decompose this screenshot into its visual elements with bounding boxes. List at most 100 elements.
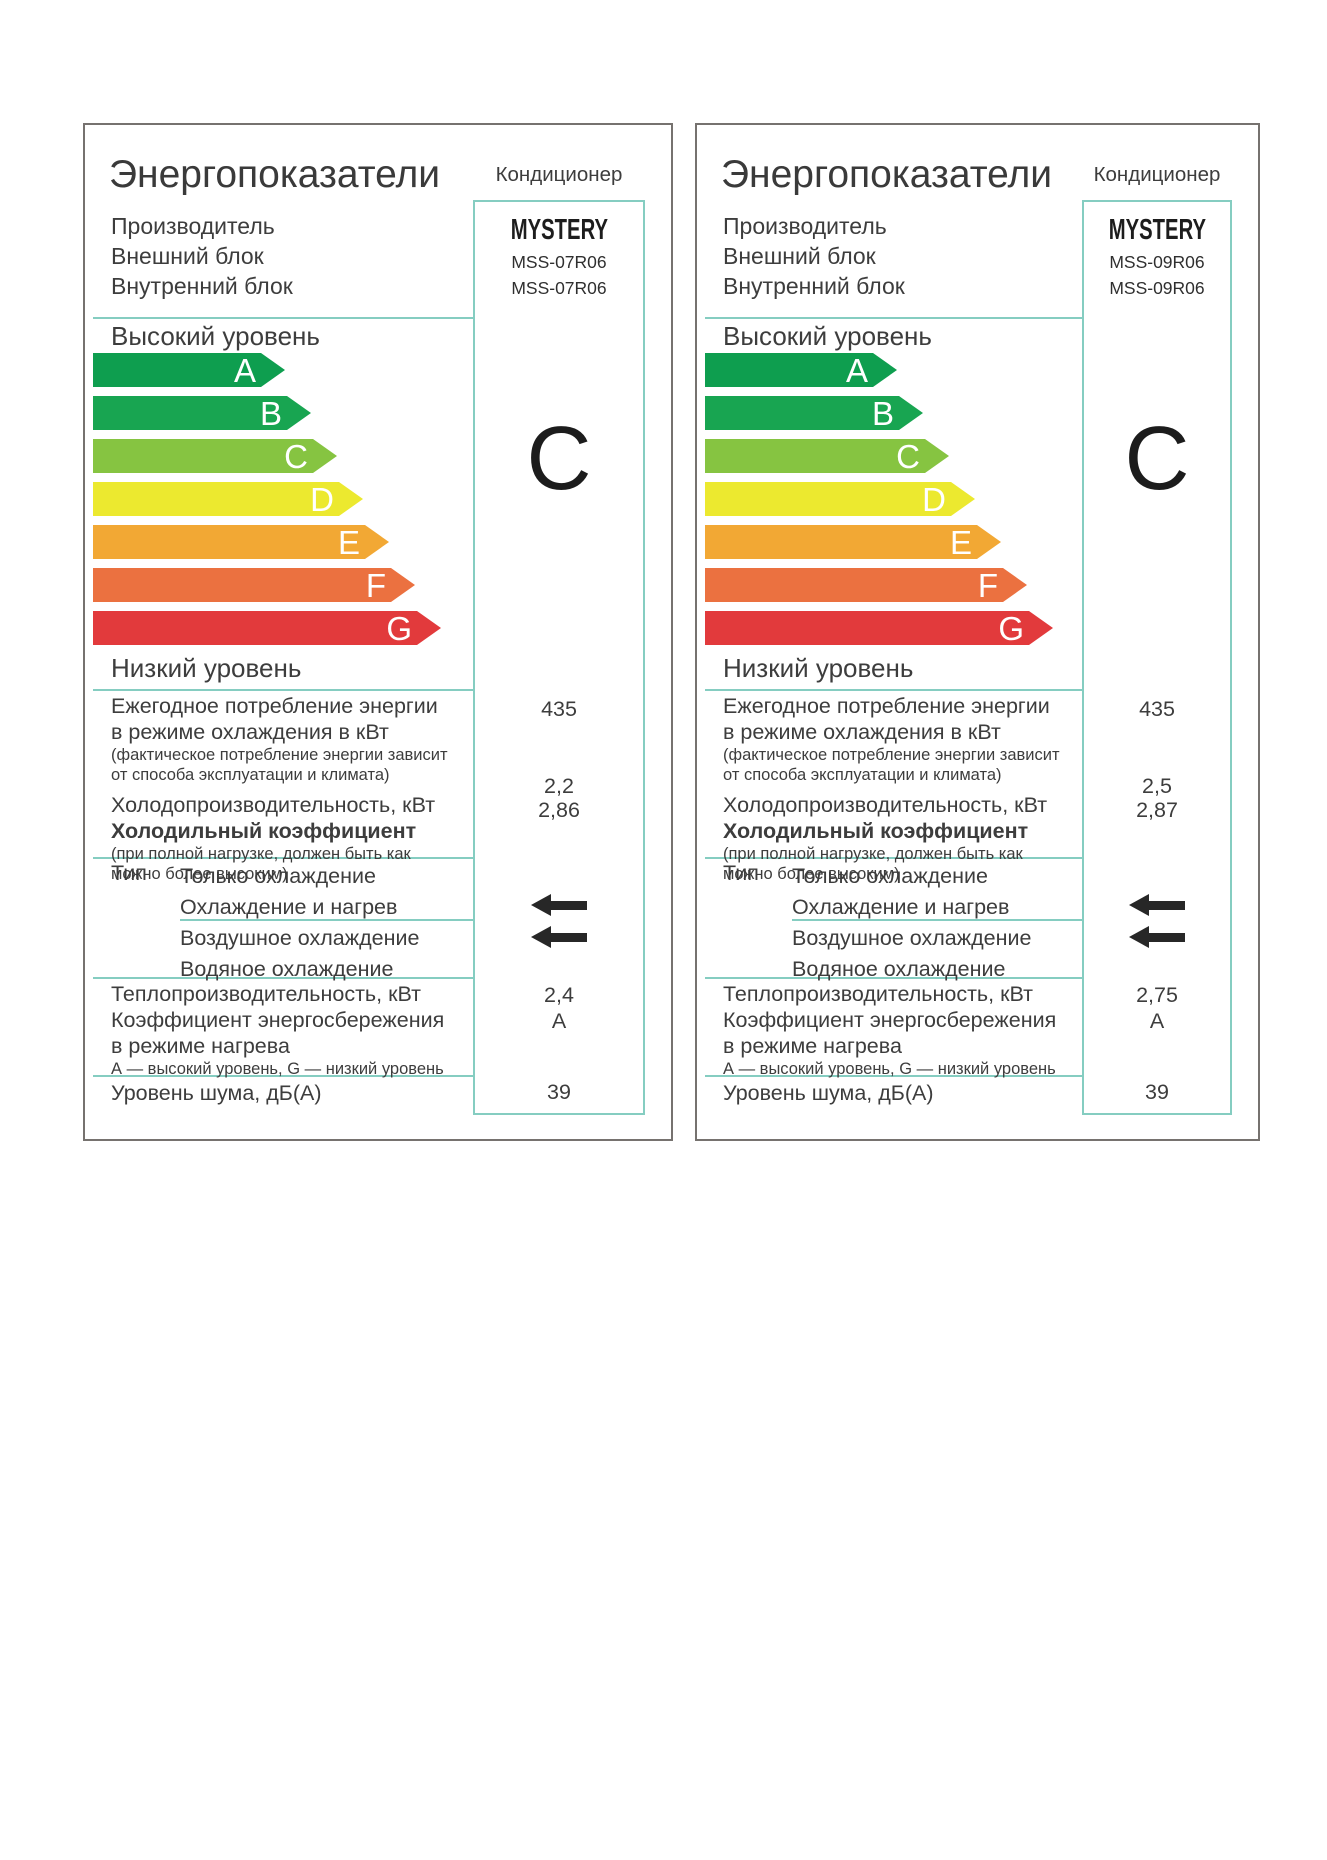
- eer-label: Холодильный коэффициент: [723, 819, 1029, 843]
- class-letter: B: [871, 394, 894, 432]
- outdoor-unit-label: Внешний блок: [723, 243, 876, 269]
- type-water-cooling: Водяное охлаждение: [792, 957, 1006, 981]
- type-cooling-heating: Охлаждение и нагрев: [180, 895, 398, 919]
- indoor-model: MSS-07R06: [511, 278, 607, 298]
- manufacturer-label: Производитель: [723, 213, 887, 239]
- energy-class-rating: C: [526, 409, 592, 509]
- eer-value: 2,86: [538, 798, 580, 822]
- noise-value: 39: [547, 1080, 571, 1104]
- arrow-tip-icon: [899, 396, 923, 430]
- left-arrow-icon: [531, 894, 587, 916]
- class-arrow-d: D: [705, 482, 1053, 516]
- value-column: MYSTERY MSS-07R06 MSS-07R06 C 435 2,2 2,…: [473, 200, 645, 1115]
- class-letter: C: [896, 437, 920, 475]
- left-arrow-icon: [531, 926, 587, 948]
- class-letter: D: [310, 480, 334, 518]
- heating-capacity-value: 2,75: [1136, 983, 1178, 1007]
- indoor-unit-label: Внутренний блок: [723, 273, 905, 299]
- annual-consumption-note: (фактическое потребление энергии зависит: [111, 746, 448, 764]
- consumption-section: Ежегодное потребление энергии в режиме о…: [723, 693, 1098, 884]
- eer-value: 2,87: [1136, 798, 1178, 822]
- type-options: Только охлаждение Охлаждение и нагрев: [792, 861, 1009, 923]
- annual-consumption-label: Ежегодное потребление энергии: [723, 694, 1050, 718]
- arrow-tip-icon: [1003, 568, 1027, 602]
- high-level-label: Высокий уровень: [723, 321, 932, 351]
- class-arrow-g: G: [705, 611, 1053, 645]
- manufacturer-label: Производитель: [111, 213, 275, 239]
- arrow-tip-icon: [339, 482, 363, 516]
- class-arrow-b: B: [93, 396, 441, 430]
- divider: [93, 689, 645, 691]
- cooling-capacity-label: Холодопроизводительность, кВт: [723, 793, 1048, 817]
- class-letter: C: [284, 437, 308, 475]
- brand-logo: MYSTERY: [1108, 212, 1206, 246]
- type-cooling-only: Только охлаждение: [180, 864, 376, 888]
- class-letter: E: [337, 523, 360, 561]
- heating-efficiency-note: А — высокий уровень, G — низкий уровень: [723, 1060, 1056, 1078]
- heating-capacity-value: 2,4: [544, 983, 574, 1007]
- eer-label: Холодильный коэффициент: [111, 819, 417, 843]
- class-arrow-f: F: [93, 568, 441, 602]
- class-letter: A: [845, 351, 868, 389]
- energy-class-rating: C: [1124, 409, 1190, 509]
- noise-label: Уровень шума, дБ(А): [111, 1081, 322, 1105]
- annual-consumption-value: 435: [541, 697, 577, 721]
- divider: [705, 317, 1232, 319]
- type-options: Воздушное охлаждение Водяное охлаждение: [792, 923, 1031, 985]
- divider: [705, 1075, 1232, 1077]
- class-arrow-b: B: [705, 396, 1053, 430]
- outdoor-model: MSS-09R06: [1109, 252, 1205, 272]
- class-letter: F: [977, 566, 998, 604]
- noise-value: 39: [1145, 1080, 1169, 1104]
- type-label: Тип: [723, 861, 759, 885]
- model-numbers: MSS-07R06 MSS-07R06: [475, 249, 643, 301]
- heating-efficiency-label: в режиме нагрева: [723, 1034, 902, 1058]
- efficiency-scale: A B C D E F G: [93, 353, 441, 654]
- cooling-capacity-label: Холодопроизводительность, кВт: [111, 793, 436, 817]
- energy-label-mss-09r06: Энергопоказатели Производитель Внешний б…: [695, 123, 1260, 1141]
- arrow-tip-icon: [261, 353, 285, 387]
- class-letter: B: [259, 394, 282, 432]
- brand-logo: MYSTERY: [510, 212, 608, 246]
- arrow-tip-icon: [925, 439, 949, 473]
- outdoor-model: MSS-07R06: [511, 252, 607, 272]
- divider: [93, 857, 645, 859]
- class-arrow-e: E: [93, 525, 441, 559]
- class-arrow-f: F: [705, 568, 1053, 602]
- heating-class-value: A: [1149, 1009, 1165, 1033]
- class-arrow-d: D: [93, 482, 441, 516]
- arrow-tip-icon: [287, 396, 311, 430]
- label-title: Энергопоказатели: [109, 153, 441, 196]
- divider: [705, 977, 1232, 979]
- divider: [93, 977, 645, 979]
- class-letter: E: [949, 523, 972, 561]
- heating-efficiency-label: в режиме нагрева: [111, 1034, 290, 1058]
- divider: [792, 919, 1232, 921]
- arrow-tip-icon: [977, 525, 1001, 559]
- type-cooling-only: Только охлаждение: [792, 864, 988, 888]
- class-arrow-a: A: [705, 353, 1053, 387]
- type-air-cooling: Воздушное охлаждение: [180, 926, 420, 950]
- eer-note: можно более высоким): [723, 865, 900, 883]
- divider: [93, 1075, 645, 1077]
- energy-label-mss-07r06: Энергопоказатели Производитель Внешний б…: [83, 123, 673, 1141]
- type-water-cooling: Водяное охлаждение: [180, 957, 394, 981]
- annual-consumption-value: 435: [1139, 697, 1175, 721]
- class-arrow-g: G: [93, 611, 441, 645]
- indoor-unit-label: Внутренний блок: [111, 273, 293, 299]
- divider: [180, 919, 645, 921]
- cooling-capacity-value: 2,5: [1142, 774, 1172, 798]
- header-field-names: Производитель Внешний блок Внутренний бл…: [723, 211, 905, 301]
- heating-section: Теплопроизводительность, кВт Коэффициент…: [723, 981, 1098, 1079]
- class-letter: A: [233, 351, 256, 389]
- product-type: Кондиционер: [495, 163, 623, 186]
- divider: [93, 317, 645, 319]
- arrow-tip-icon: [873, 353, 897, 387]
- indoor-model: MSS-09R06: [1109, 278, 1205, 298]
- arrow-tip-icon: [313, 439, 337, 473]
- arrow-tip-icon: [1029, 611, 1053, 645]
- annual-consumption-note: (фактическое потребление энергии зависит: [723, 746, 1060, 764]
- heating-class-value: A: [551, 1009, 567, 1033]
- arrow-tip-icon: [391, 568, 415, 602]
